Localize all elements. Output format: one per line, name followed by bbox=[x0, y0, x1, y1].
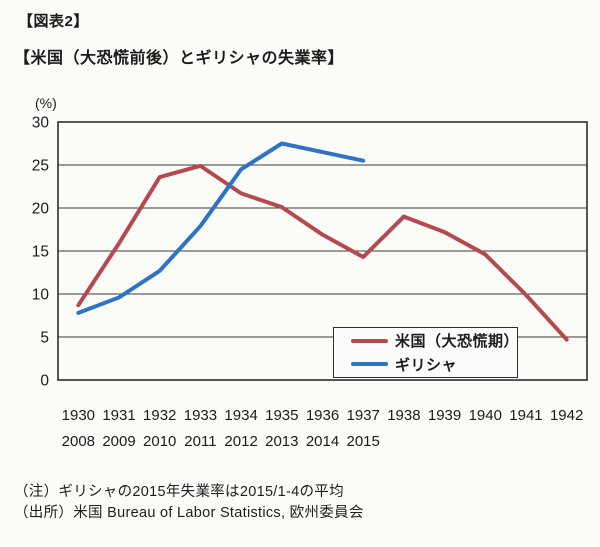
y-axis-unit-label: (%) bbox=[35, 95, 57, 111]
x-axis-label-us-year: 1938 bbox=[387, 407, 420, 424]
note-source-attribution: （出所）米国 Bureau of Labor Statistics, 欧州委員会 bbox=[14, 505, 364, 521]
legend-line-swatch-us bbox=[351, 338, 388, 343]
x-axis-label-us-year: 1935 bbox=[265, 407, 298, 424]
legend-item-us: 米国（大恐慌期） bbox=[351, 330, 520, 351]
figure-number-label: 【図表2】 bbox=[18, 13, 89, 30]
y-axis-tick-label: 20 bbox=[32, 201, 50, 218]
y-axis-tick-label: 5 bbox=[40, 330, 49, 347]
chart-notes: （注）ギリシャの2015年失業率は2015/1-4の平均 （出所）米国 Bure… bbox=[14, 482, 364, 524]
y-axis-tick-label: 25 bbox=[32, 158, 49, 175]
x-axis-label-us-year: 1934 bbox=[224, 407, 257, 424]
x-axis-label-us-year: 1937 bbox=[347, 407, 380, 424]
x-axis-label-greece-year: 2008 bbox=[62, 433, 95, 450]
x-axis-label-us-year: 1939 bbox=[428, 407, 461, 424]
x-axis-label-us-year: 1930 bbox=[62, 407, 95, 424]
legend-label-greece: ギリシャ bbox=[395, 356, 458, 374]
x-axis-label-greece-year: 2013 bbox=[265, 433, 298, 450]
x-axis-label-greece-year: 2014 bbox=[306, 433, 339, 450]
x-axis-label-us-year: 1940 bbox=[469, 407, 502, 424]
series-line-greece bbox=[76, 141, 366, 315]
note-source-note: （注）ギリシャの2015年失業率は2015/1-4の平均 bbox=[14, 484, 344, 500]
x-axis-label-us-year: 1941 bbox=[509, 407, 542, 424]
legend-item-greece: ギリシャ bbox=[351, 354, 517, 375]
y-axis-tick-label: 10 bbox=[32, 287, 50, 304]
x-axis-label-greece-year: 2011 bbox=[184, 433, 216, 450]
legend-label-us: 米国（大恐慌期） bbox=[395, 333, 520, 351]
chart-title: 【米国（大恐慌前後）とギリシャの失業率】 bbox=[14, 50, 345, 67]
x-axis-label-greece-year: 2015 bbox=[347, 433, 380, 450]
y-axis-tick-label: 30 bbox=[32, 115, 50, 132]
x-axis-label-us-year: 1936 bbox=[306, 407, 339, 424]
x-axis-label-us-year: 1933 bbox=[184, 407, 217, 424]
x-axis-label-us-year: 1932 bbox=[143, 407, 176, 424]
series-line-us bbox=[76, 163, 569, 342]
x-axis-label-us-year: 1942 bbox=[550, 407, 583, 424]
y-axis-tick-label: 0 bbox=[40, 373, 49, 390]
x-axis-label-greece-year: 2012 bbox=[224, 433, 257, 450]
plot-border bbox=[57, 121, 588, 381]
legend-line-swatch-greece bbox=[351, 362, 388, 367]
x-axis-label-greece-year: 2010 bbox=[143, 433, 176, 450]
x-axis-label-greece-year: 2009 bbox=[102, 433, 135, 450]
y-axis-tick-label: 15 bbox=[32, 244, 49, 261]
chart-legend: 米国（大恐慌期） ギリシャ bbox=[333, 327, 520, 378]
x-axis-label-us-year: 1931 bbox=[102, 407, 135, 424]
